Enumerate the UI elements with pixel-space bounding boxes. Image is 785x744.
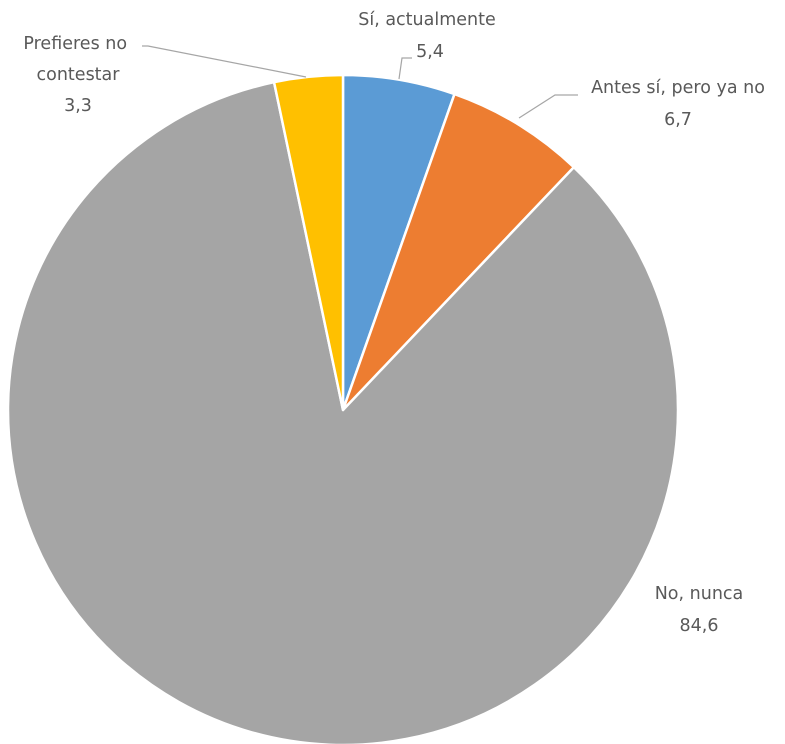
leader-line-prefieres: [142, 45, 307, 78]
pie-slices: [6, 73, 680, 744]
data-label-antes-si-value: 6,7: [664, 110, 692, 130]
data-label-antes-si-category: Antes sí, pero ya no: [591, 78, 765, 98]
pie-slice-3: [272, 73, 345, 412]
data-label-si-actualmente-value: 5,4: [416, 42, 444, 62]
data-label-prefieres-category: Prefieres no contestar: [23, 34, 132, 85]
pie-slice-1: [341, 92, 576, 412]
pie-slice-2: [6, 80, 680, 744]
data-label-no-nunca-category: No, nunca: [655, 584, 744, 604]
data-label-prefieres-value: 3,3: [64, 96, 92, 116]
data-label-prefieres-category-line2: contestar: [37, 65, 121, 85]
leader-lines: [142, 45, 578, 119]
data-label-si-actualmente-category: Sí, actualmente: [358, 10, 496, 30]
data-labels: Sí, actualmente 5,4 Antes sí, pero ya no…: [23, 10, 765, 636]
leader-line-antes-si: [518, 94, 578, 119]
data-label-prefieres-category-line1: Prefieres no: [23, 34, 127, 54]
data-label-no-nunca-value: 84,6: [680, 616, 719, 636]
leader-line-si-actualmente: [398, 57, 412, 80]
